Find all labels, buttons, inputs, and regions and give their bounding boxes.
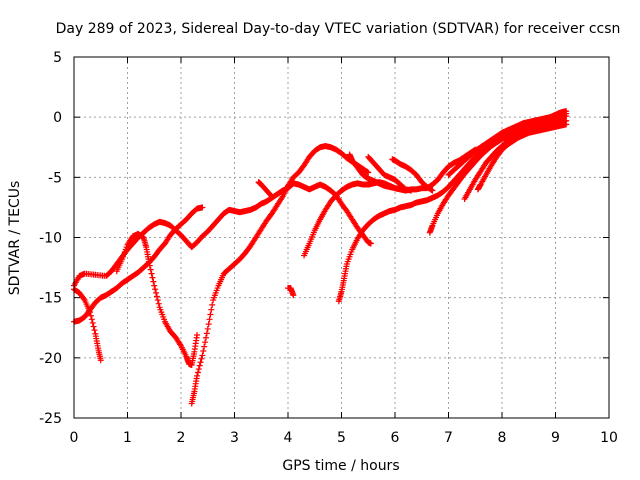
data-point [199, 352, 206, 359]
data-point [147, 266, 154, 273]
data-point [207, 311, 214, 318]
data-point [90, 323, 97, 330]
series-track-l [389, 156, 436, 194]
y-tick-label: -10 [39, 231, 62, 247]
series-track-p [474, 121, 570, 193]
data-point [429, 187, 436, 194]
data-point [367, 240, 374, 247]
series-track-e [188, 143, 372, 407]
data-point [208, 306, 215, 313]
data-point [201, 343, 208, 350]
y-tick-label: -25 [39, 411, 62, 427]
series-track-o [461, 117, 570, 202]
data-point [80, 295, 87, 302]
x-tick-label: 3 [230, 430, 239, 446]
data-point [203, 330, 210, 337]
data-point [197, 359, 204, 366]
data-point [151, 282, 158, 289]
chart-title: Day 289 of 2023, Sidereal Day-to-day VTE… [56, 21, 621, 37]
x-tick-label: 5 [337, 430, 346, 446]
x-tick-label: 6 [391, 430, 400, 446]
data-point [202, 334, 209, 341]
series-track-m [426, 108, 570, 236]
plot-frame [73, 56, 610, 419]
series-track-b [71, 204, 206, 325]
data-point [196, 362, 203, 369]
series-track-i [335, 112, 570, 305]
data-point [146, 262, 153, 269]
data-point [408, 187, 415, 194]
y-tick-label: 0 [53, 110, 62, 126]
x-tick-label: 0 [70, 430, 79, 446]
data-point [145, 258, 152, 265]
x-tick-label: 4 [284, 430, 293, 446]
data-point [198, 355, 205, 362]
data-point [88, 316, 95, 323]
data-point [365, 169, 372, 176]
data-points [71, 108, 570, 407]
y-tick-label: 5 [53, 50, 62, 66]
data-point [153, 289, 160, 296]
x-tick-label: 10 [600, 430, 618, 446]
data-point [200, 348, 207, 355]
x-tick-label: 9 [551, 430, 560, 446]
data-point [194, 372, 201, 379]
data-point [153, 293, 160, 300]
data-point [563, 121, 570, 128]
series-track-j [346, 151, 404, 193]
data-point [205, 321, 212, 328]
x-tick-label: 7 [444, 430, 453, 446]
x-axis-label: GPS time / hours [282, 458, 399, 474]
data-point [202, 339, 209, 346]
data-point [194, 369, 201, 376]
data-point [89, 319, 96, 326]
data-point [268, 192, 275, 199]
data-point [87, 312, 94, 319]
series-track-d [113, 230, 201, 369]
series-track-k [365, 153, 415, 194]
data-point [91, 327, 98, 334]
data-point [148, 270, 155, 277]
data-point [194, 331, 201, 338]
series-track-n [445, 110, 570, 178]
data-point [204, 325, 211, 332]
x-tick-labels: 0 1 2 3 4 5 6 7 8 9 10 [70, 430, 618, 446]
data-point [206, 316, 213, 323]
data-point [195, 366, 202, 373]
data-point [364, 168, 371, 175]
data-point [209, 301, 216, 308]
data-point [150, 278, 157, 285]
data-point [199, 204, 206, 211]
y-tick-labels: -25 -20 -15 -10 -5 0 5 [39, 50, 62, 427]
series-track-c [71, 286, 104, 364]
y-axis-label: SDTVAR / TECUs [7, 181, 23, 296]
y-tick-label: -20 [39, 351, 62, 367]
y-tick-label: -15 [39, 291, 62, 307]
series-track-f [255, 179, 275, 200]
data-point [149, 274, 156, 281]
series-track-h [301, 146, 479, 259]
series-track-g [285, 285, 297, 299]
data-point [155, 300, 162, 307]
data-point [152, 286, 159, 293]
y-tick-label: -5 [48, 170, 62, 186]
x-tick-label: 2 [177, 430, 186, 446]
data-point [428, 186, 435, 193]
x-tick-label: 1 [123, 430, 132, 446]
x-tick-label: 8 [498, 430, 507, 446]
data-point [154, 297, 161, 304]
data-point [87, 309, 94, 316]
data-point [97, 357, 104, 364]
grid-lines [74, 57, 609, 418]
data-point [290, 292, 297, 299]
data-point [563, 110, 570, 117]
data-point [268, 193, 275, 200]
